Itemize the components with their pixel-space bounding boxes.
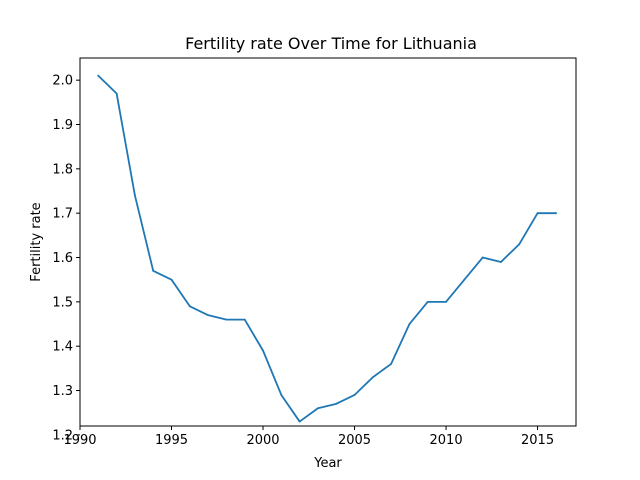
y-tick-label: 1.9 [52,118,73,133]
data-point [481,256,484,259]
data-point [554,212,557,215]
data-point [500,261,502,263]
x-tick-label: 2005 [338,433,371,448]
data-point [262,349,264,352]
data-point [298,420,301,423]
y-tick-label: 1.3 [52,384,73,399]
y-tick-label: 1.7 [52,207,73,222]
y-tick-label: 1.4 [52,340,73,355]
data-point [152,269,155,272]
data-point [134,194,136,197]
y-tick-label: 1.6 [52,251,73,266]
y-tick-label: 1.8 [52,162,73,177]
data-point [280,394,283,396]
data-point [353,394,356,396]
x-tick-label: 2015 [521,433,554,448]
data-point [188,305,191,308]
data-point [317,407,319,410]
data-point [390,363,393,365]
data-point [426,300,429,303]
x-axis-label: Year [313,456,342,471]
y-axis-label: Fertility rate [29,202,44,281]
data-point [243,318,246,321]
data-point [170,278,173,281]
data-point [536,212,539,215]
x-tick-label: 2010 [430,433,463,448]
y-tick-label: 1.5 [52,295,73,310]
y-tick-label: 1.2 [52,428,73,443]
data-point [115,92,118,95]
data-point [445,300,447,303]
plot-frame [79,57,577,427]
chart-title: Fertility rate Over Time for Lithuania [185,34,477,53]
data-point [463,278,466,281]
series-line [97,74,557,423]
x-tick-label: 1990 [63,433,96,448]
y-tick-label: 2.0 [52,74,73,89]
data-point [207,314,210,317]
data-point [518,243,521,246]
x-tick-label: 1995 [155,433,188,448]
data-point [408,323,411,325]
data-point [371,376,374,379]
data-point [97,74,100,77]
data-point [225,318,228,321]
x-tick-label: 2000 [246,433,279,448]
data-point [335,402,338,405]
